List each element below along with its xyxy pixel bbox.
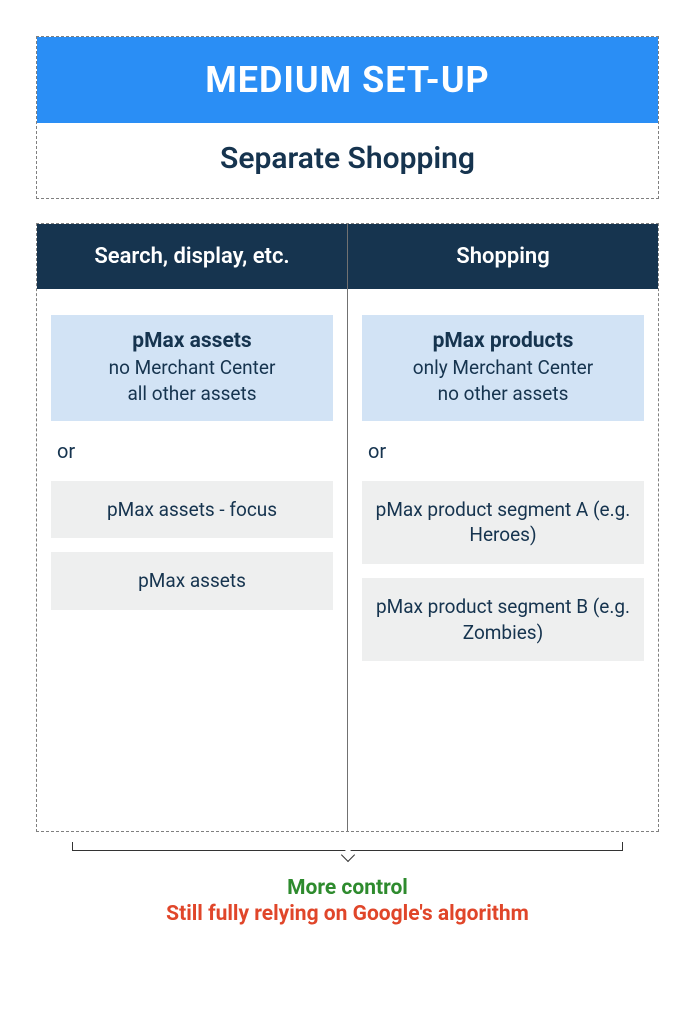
column-left-header: Search, display, etc. bbox=[37, 224, 347, 289]
left-option-2: pMax assets bbox=[51, 552, 333, 610]
left-card-line1: no Merchant Center bbox=[61, 355, 323, 381]
right-primary-card: pMax products only Merchant Center no ot… bbox=[362, 315, 644, 421]
right-option-2: pMax product segment B (e.g. Zombies) bbox=[362, 578, 644, 661]
left-or-label: or bbox=[51, 421, 333, 481]
title-card: MEDIUM SET-UP Separate Shopping bbox=[36, 36, 659, 199]
title-sub: Separate Shopping bbox=[37, 123, 658, 198]
footer-line-negative: Still fully relying on Google's algorith… bbox=[36, 902, 659, 926]
right-card-line1: only Merchant Center bbox=[372, 355, 634, 381]
left-card-title: pMax assets bbox=[61, 327, 323, 355]
column-right-header: Shopping bbox=[348, 224, 658, 289]
left-option-1: pMax assets - focus bbox=[51, 481, 333, 539]
title-main: MEDIUM SET-UP bbox=[37, 37, 658, 123]
column-right: Shopping pMax products only Merchant Cen… bbox=[347, 224, 658, 831]
footer-line-positive: More control bbox=[36, 876, 659, 900]
left-card-line2: all other assets bbox=[61, 381, 323, 407]
right-card-title: pMax products bbox=[372, 327, 634, 355]
footer-summary: More control Still fully relying on Goog… bbox=[36, 876, 659, 926]
comparison-table: Search, display, etc. pMax assets no Mer… bbox=[36, 223, 659, 832]
right-option-1: pMax product segment A (e.g. Heroes) bbox=[362, 481, 644, 564]
column-left: Search, display, etc. pMax assets no Mer… bbox=[37, 224, 347, 831]
left-primary-card: pMax assets no Merchant Center all other… bbox=[51, 315, 333, 421]
summary-bracket bbox=[72, 842, 623, 866]
right-or-label: or bbox=[362, 421, 644, 481]
right-card-line2: no other assets bbox=[372, 381, 634, 407]
